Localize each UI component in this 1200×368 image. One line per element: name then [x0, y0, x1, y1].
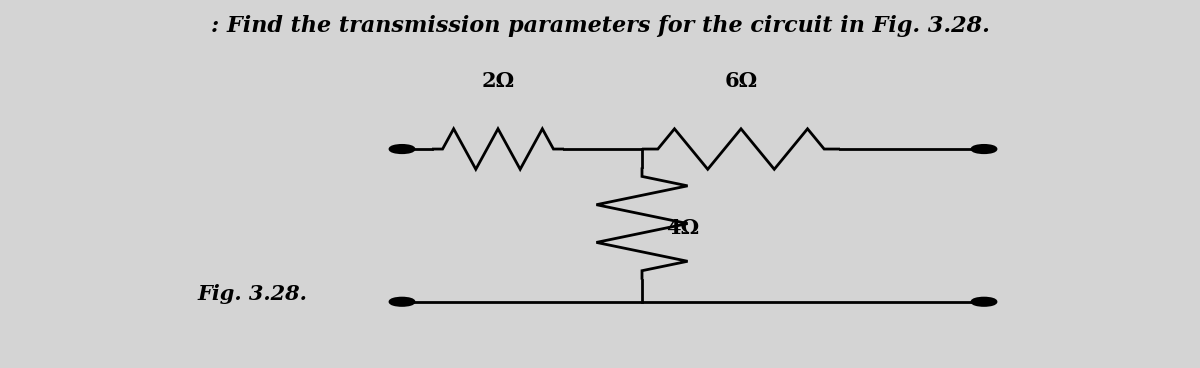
Circle shape [972, 298, 996, 305]
Text: 6Ω: 6Ω [725, 71, 758, 91]
Circle shape [972, 145, 996, 153]
Circle shape [390, 145, 414, 153]
Text: Fig. 3.28.: Fig. 3.28. [197, 284, 307, 304]
Text: 4Ω: 4Ω [666, 218, 700, 238]
Circle shape [390, 298, 414, 305]
Text: 2Ω: 2Ω [481, 71, 515, 91]
Text: : Find the transmission parameters for the circuit in Fig. 3.28.: : Find the transmission parameters for t… [210, 15, 990, 37]
